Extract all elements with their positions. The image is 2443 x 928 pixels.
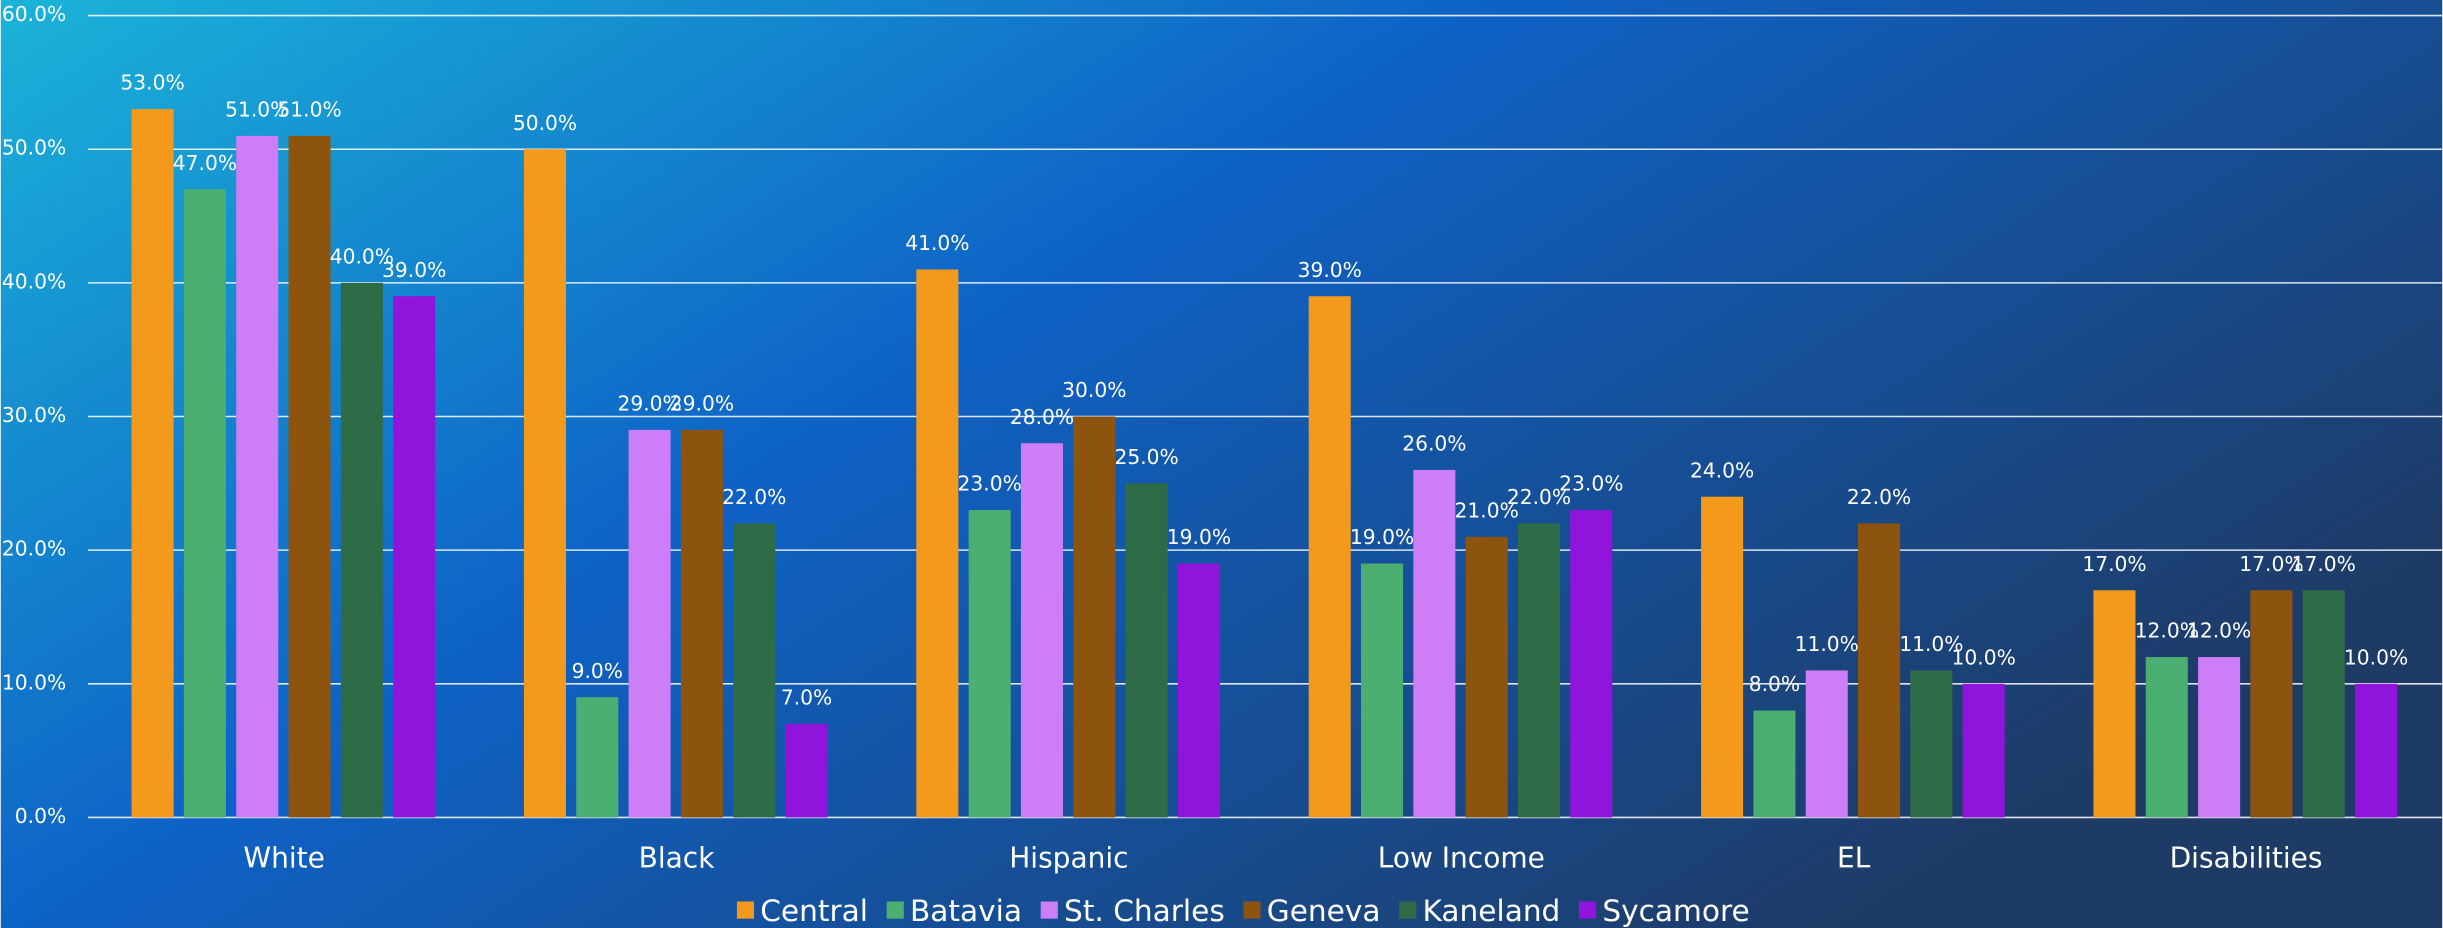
data-label: 26.0% — [1402, 432, 1466, 456]
bar — [523, 149, 566, 818]
bar — [131, 109, 174, 818]
bar — [1413, 469, 1456, 818]
bar — [2355, 683, 2398, 818]
data-label: 22.0% — [1507, 485, 1571, 509]
data-label: 29.0% — [617, 391, 681, 415]
data-label: 10.0% — [2344, 645, 2408, 669]
bar — [1177, 563, 1220, 818]
y-tick-label: 50.0% — [2, 136, 66, 160]
bar — [2250, 590, 2293, 818]
bar — [968, 510, 1011, 818]
bar — [393, 296, 436, 818]
bar — [1465, 536, 1508, 818]
data-label: 17.0% — [2292, 552, 2356, 576]
data-label: 7.0% — [781, 685, 832, 709]
data-label: 51.0% — [277, 97, 341, 121]
data-label: 10.0% — [1952, 645, 2016, 669]
data-label: 23.0% — [958, 472, 1022, 496]
legend-label: Central — [760, 894, 868, 928]
bar — [288, 135, 331, 818]
data-label: 25.0% — [1114, 445, 1178, 469]
data-label: 24.0% — [1690, 458, 1754, 482]
data-label: 9.0% — [572, 659, 623, 683]
data-label: 12.0% — [2187, 619, 2251, 643]
legend-swatch — [1399, 901, 1417, 919]
y-tick-label: 40.0% — [2, 269, 66, 293]
y-tick-label: 20.0% — [2, 537, 66, 561]
legend-swatch — [736, 901, 755, 919]
legend-label: Geneva — [1267, 894, 1381, 928]
bar — [576, 697, 619, 818]
data-label: 40.0% — [330, 244, 394, 268]
bar — [1308, 296, 1351, 818]
y-tick-label: 0.0% — [15, 804, 66, 828]
data-label: 39.0% — [382, 258, 446, 282]
bar — [183, 189, 226, 818]
bar — [916, 269, 959, 818]
bar — [1361, 563, 1404, 818]
bar — [1570, 510, 1613, 818]
bar — [628, 429, 671, 818]
data-label: 19.0% — [1167, 525, 1231, 549]
legend-swatch — [1040, 901, 1058, 919]
data-label: 29.0% — [670, 391, 734, 415]
data-label: 30.0% — [1062, 378, 1126, 402]
y-tick-label: 30.0% — [2, 403, 66, 427]
bar — [340, 282, 383, 818]
data-label: 17.0% — [2239, 552, 2303, 576]
x-tick-label: Hispanic — [1009, 841, 1128, 874]
x-tick-label: EL — [1837, 841, 1871, 874]
data-label: 22.0% — [1847, 485, 1911, 509]
x-tick-label: Black — [639, 841, 716, 874]
legend-swatch — [1579, 901, 1597, 919]
legend-swatch — [886, 901, 904, 919]
data-label: 21.0% — [1455, 498, 1519, 522]
x-tick-label: Disabilities — [2170, 841, 2323, 874]
data-label: 39.0% — [1298, 258, 1362, 282]
bar — [1020, 443, 1063, 818]
bar — [680, 429, 723, 818]
bar — [1962, 683, 2005, 818]
x-tick-label: Low Income — [1378, 841, 1545, 874]
bar — [2093, 590, 2136, 818]
legend-label: Batavia — [910, 894, 1022, 928]
bar — [1805, 670, 1848, 818]
data-label: 8.0% — [1749, 672, 1800, 696]
data-label: 41.0% — [905, 231, 969, 255]
data-label: 50.0% — [513, 111, 577, 135]
data-label: 22.0% — [722, 485, 786, 509]
bar — [1517, 523, 1561, 818]
bar — [1701, 496, 1744, 818]
legend-swatch — [1243, 901, 1261, 919]
data-label: 17.0% — [2082, 552, 2146, 576]
data-label: 47.0% — [173, 151, 237, 175]
bar — [2302, 590, 2345, 818]
x-tick-label: White — [243, 841, 324, 874]
y-tick-label: 60.0% — [2, 2, 66, 26]
data-label: 51.0% — [225, 97, 289, 121]
bar — [785, 723, 828, 818]
data-label: 28.0% — [1010, 405, 1074, 429]
data-label: 53.0% — [120, 71, 184, 95]
data-label: 12.0% — [2135, 619, 2199, 643]
bar — [2145, 657, 2188, 818]
bar — [236, 135, 279, 818]
bar — [1125, 483, 1168, 818]
bar — [1753, 710, 1796, 818]
bar — [1910, 670, 1953, 818]
bar — [1073, 416, 1116, 818]
y-tick-label: 10.0% — [2, 670, 66, 694]
legend-label: Kaneland — [1423, 894, 1561, 928]
bar — [1858, 523, 1901, 818]
legend-label: Sycamore — [1602, 894, 1749, 928]
data-label: 19.0% — [1350, 525, 1414, 549]
data-label: 11.0% — [1899, 632, 1963, 656]
data-label: 23.0% — [1559, 472, 1623, 496]
bar — [2198, 657, 2241, 818]
legend-label: St. Charles — [1064, 894, 1225, 928]
data-label: 11.0% — [1795, 632, 1859, 656]
bar — [733, 523, 776, 818]
